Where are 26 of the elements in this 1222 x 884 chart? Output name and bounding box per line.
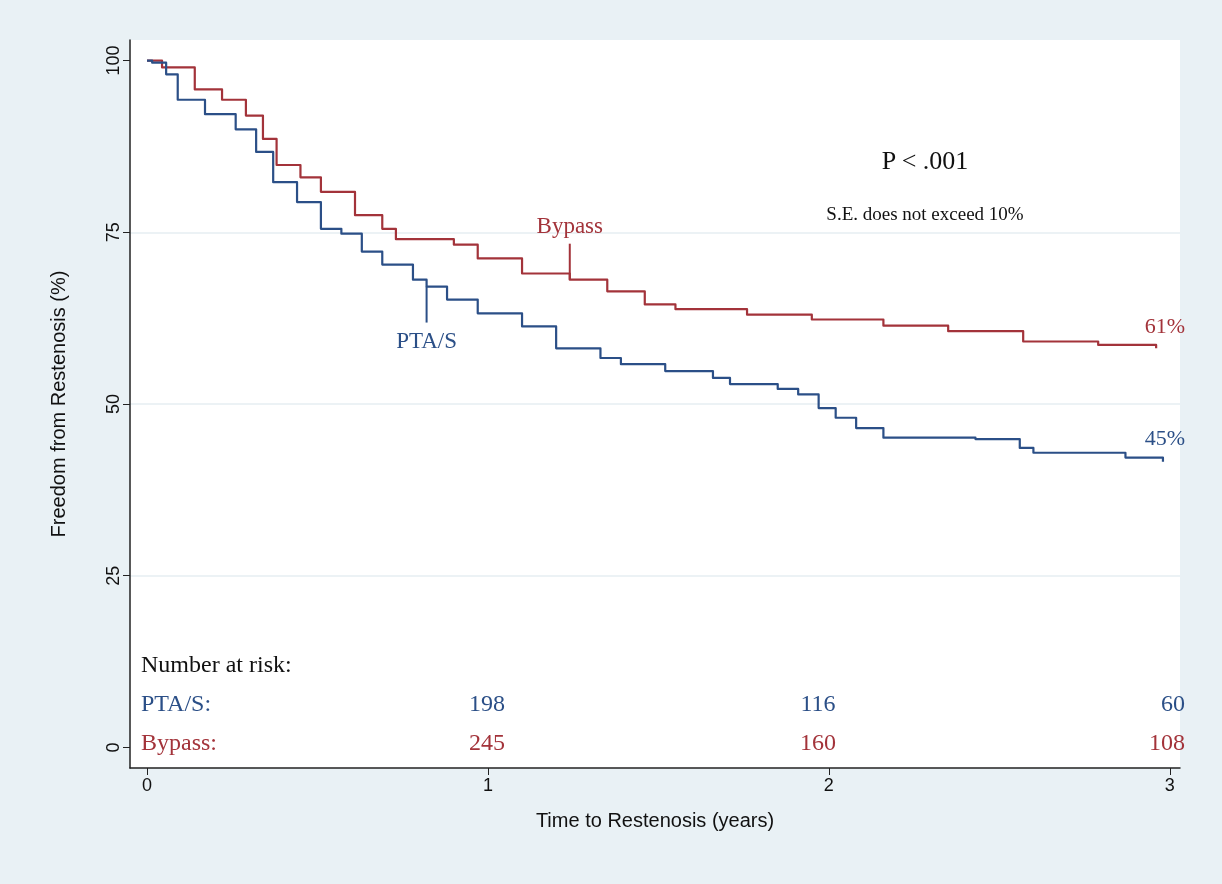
annotation: S.E. does not exceed 10% [826,202,1024,224]
annotation: 61% [1144,312,1185,338]
series-label: Bypass [536,213,604,239]
annotation: 116 [800,690,836,716]
annotation: P < .001 [881,145,969,175]
x-tick-label: 0 [142,775,153,795]
y-tick-label: 100 [103,45,123,76]
legend-label: PTA/S [396,328,457,354]
annotation: 45% [1144,424,1185,450]
x-axis-title: Time to Restenosis (years) [535,809,775,831]
annotation: 198 [469,690,505,716]
annotation: 108 [1149,729,1185,755]
y-tick-label: 50 [103,393,123,415]
annotation: 60 [1161,690,1185,716]
annotation: 245 [469,729,505,755]
annotation: Bypass: [141,729,218,755]
annotation: Number at risk: [141,651,292,677]
y-tick-label: 0 [103,742,123,753]
x-tick-label: 2 [823,775,834,795]
y-tick-label: 25 [103,565,123,586]
annotation: 160 [800,729,836,755]
y-tick-label: 75 [103,222,123,243]
x-tick-label: 1 [482,775,493,795]
y-axis-title: Freedom from Restenosis (%) [47,270,69,538]
annotation: PTA/S: [141,690,212,716]
x-tick-label: 3 [1164,775,1175,795]
